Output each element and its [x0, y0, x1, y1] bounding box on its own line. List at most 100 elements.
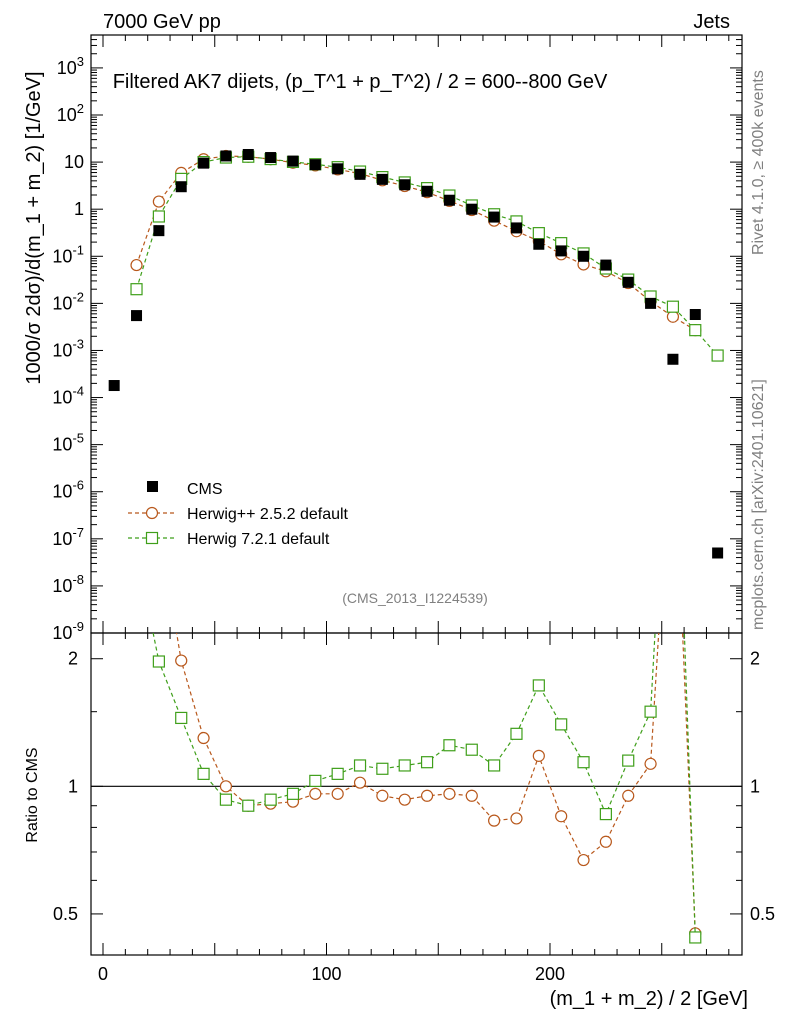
cms-data-point: [376, 173, 388, 185]
ratio-herwig7-point: [309, 774, 322, 787]
cms-data-point: [466, 203, 478, 215]
ratio-herwigpp-point: [577, 853, 590, 867]
ratio-herwig7-point: [488, 759, 501, 772]
ratio-herwig7-point: [622, 754, 635, 767]
x-tick-label: 0: [98, 964, 108, 984]
ratio-herwigpp-point: [488, 814, 501, 827]
ratio-y-tick-label-right: 1: [750, 776, 760, 796]
ratio-herwig7-point: [555, 718, 568, 731]
ratio-herwigpp-point: [131, 326, 142, 337]
ratio-y-axis-label: Ratio to CMS: [24, 747, 41, 842]
ratio-herwigpp-point: [667, 398, 678, 409]
y-tick-label: 10-2: [52, 289, 84, 313]
legend-herwigpp-marker: [145, 506, 159, 520]
chart-title: Filtered AK7 dijets, (p_T^1 + p_T^2) / 2…: [113, 71, 608, 93]
cms-data-point: [332, 163, 344, 175]
cms-data-point: [622, 276, 634, 288]
y-tick-label: 10-4: [52, 384, 84, 408]
y-tick-label: 10-5: [52, 431, 84, 455]
cms-data-point: [131, 310, 143, 322]
y-tick-label: 10-6: [52, 478, 84, 502]
cms-data-point: [689, 309, 701, 321]
ratio-y-tick-label: 2: [68, 649, 78, 669]
cms-data-point: [287, 155, 299, 167]
legend-herwig7-label: Herwig 7.2.1 default: [187, 531, 330, 548]
main-herwigpp-point: [130, 258, 143, 272]
y-tick-label: 103: [57, 54, 84, 78]
mcplots-reference-label: mcplots.cern.ch [arXiv:2401.10621]: [750, 379, 767, 630]
ratio-herwig7-point: [131, 545, 142, 556]
main-plot-series: [108, 148, 724, 559]
y-tick-label: 10-9: [52, 619, 84, 643]
cms-data-point: [265, 152, 277, 164]
cms-data-point: [645, 297, 657, 309]
ratio-herwig7-point: [152, 655, 165, 668]
ratio-herwigpp-point: [398, 793, 411, 806]
ratio-herwigpp-point: [353, 776, 367, 789]
main-herwig7-point: [532, 227, 545, 240]
y-tick-label: 10-3: [52, 336, 84, 360]
ratio-y-tick-label: 0.5: [53, 904, 78, 924]
y-tick-label: 10-1: [52, 242, 84, 266]
ratio-herwig7-point: [331, 767, 344, 780]
ratio-herwigpp-point: [197, 731, 210, 745]
ratio-herwig7-point: [219, 793, 233, 806]
ratio-herwigpp-point: [622, 789, 635, 802]
ratio-axis-ticks: 0.5 0.5 1 1 2 2: [53, 649, 775, 924]
main-herwigpp-point: [152, 195, 165, 208]
ratio-herwig7-point: [599, 807, 612, 821]
ratio-herwig7-point: [242, 799, 255, 812]
ratio-herwig7-point: [175, 711, 188, 725]
ratio-herwigpp-point: [420, 789, 434, 802]
cms-data-point: [153, 225, 165, 237]
cms-data-point: [309, 159, 321, 171]
main-herwigpp-line: [135, 155, 696, 331]
legend-cms-label: CMS: [187, 481, 223, 498]
rivet-version-label: Rivet 4.1.0, ≥ 400k events: [750, 70, 767, 255]
legend-herwigpp-label: Herwig++ 2.5.2 default: [187, 506, 349, 523]
ratio-y-tick-label: 1: [68, 776, 78, 796]
ratio-herwigpp-point: [443, 787, 456, 800]
ratio-herwigpp-point: [331, 787, 344, 800]
ratio-herwig7-point: [376, 762, 389, 775]
main-herwig7-point: [689, 324, 702, 337]
ratio-herwig7-point: [420, 756, 434, 769]
ratio-herwig7-point: [197, 767, 210, 780]
ratio-herwig7-point: [532, 679, 545, 692]
ratio-herwig7-point: [286, 787, 300, 800]
ratio-herwig7-point: [443, 739, 456, 752]
main-herwigpp-point: [666, 310, 680, 323]
main-herwig7-point: [130, 283, 143, 296]
ratio-herwigpp-point: [376, 789, 389, 802]
y-tick-label: 10-8: [52, 572, 84, 596]
cms-data-point: [712, 547, 724, 559]
ratio-herwigpp-point: [153, 521, 164, 532]
main-herwig7-point: [711, 349, 724, 362]
cms-data-point: [354, 168, 366, 180]
ratio-herwigpp-point: [532, 749, 545, 762]
ratio-herwigpp-point: [644, 757, 657, 770]
x-axis-label: (m_1 + m_2) / 2 [GeV]: [550, 988, 748, 1010]
ratio-herwigpp-point: [219, 780, 233, 793]
cms-data-point: [600, 259, 612, 271]
cms-data-point: [555, 245, 567, 257]
cms-data-point: [421, 185, 433, 197]
cms-data-point: [242, 148, 254, 160]
cms-data-point: [533, 238, 545, 250]
ratio-herwig7-point: [510, 727, 523, 740]
ratio-y-tick-label-right: 0.5: [750, 904, 775, 924]
cms-data-point: [667, 353, 679, 365]
ratio-herwig7-line: [152, 633, 696, 938]
energy-label: 7000 GeV pp: [103, 11, 221, 33]
ratio-herwig7-point: [353, 759, 367, 772]
ratio-y-tick-label-right: 2: [750, 649, 760, 669]
ratio-herwig7-point: [644, 705, 657, 718]
ratio-herwig7-point: [264, 793, 277, 806]
main-herwig7-point: [152, 210, 165, 223]
legend: CMS Herwig++ 2.5.2 default Herwig 7.2.1 …: [128, 481, 349, 548]
ratio-herwig7-point: [398, 759, 411, 772]
cms-data-point: [510, 222, 522, 234]
cms-data-point: [175, 181, 187, 193]
cms-data-point: [198, 157, 210, 169]
